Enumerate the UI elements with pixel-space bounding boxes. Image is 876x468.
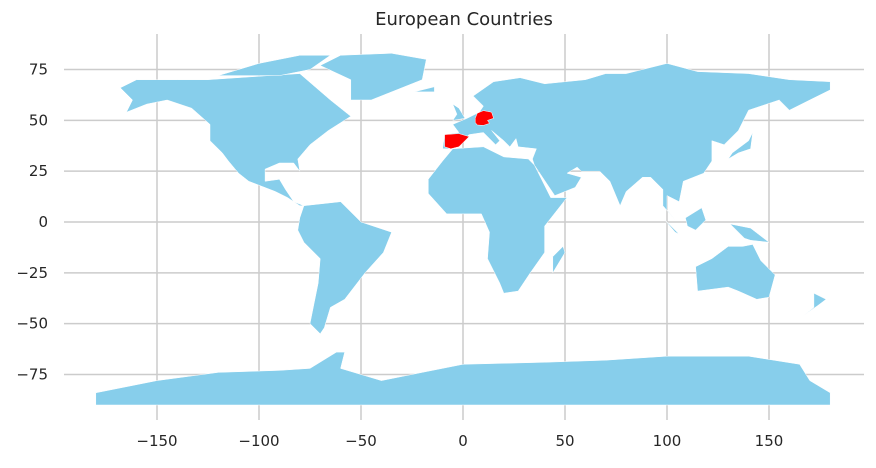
landmass-borneo xyxy=(685,207,707,231)
x-tick-label: 150 xyxy=(755,432,784,450)
y-tick-label: −25 xyxy=(16,264,48,282)
x-tick-label: −100 xyxy=(238,432,279,450)
country-germany-highlighted xyxy=(474,110,494,126)
landmass-africa xyxy=(428,146,568,294)
landmass-sumatra xyxy=(656,211,680,235)
x-tick-label: −150 xyxy=(136,432,177,450)
landmass-arctic-islands xyxy=(218,55,332,76)
landmass-north-america xyxy=(119,73,352,206)
y-tick-label: 50 xyxy=(29,111,48,129)
y-tick-label: −75 xyxy=(16,365,48,383)
landmass-new-guinea xyxy=(729,223,770,243)
landmass-south-america xyxy=(297,201,392,335)
landmass-greenland xyxy=(319,53,427,101)
landmass-japan xyxy=(727,132,753,160)
x-tick-label: 0 xyxy=(458,432,468,450)
landmass-eurasia xyxy=(442,63,831,221)
landmass-new-zealand xyxy=(803,292,827,316)
x-tick-label: −50 xyxy=(345,432,377,450)
y-tick-label: 0 xyxy=(38,213,48,231)
x-tick-label: 100 xyxy=(653,432,682,450)
landmass-britain xyxy=(452,103,466,121)
landmass-antarctica xyxy=(95,351,831,406)
y-tick-label: 75 xyxy=(29,61,48,79)
y-tick-label: −50 xyxy=(16,315,48,333)
landmass-iceland xyxy=(413,86,435,93)
x-tick-label: 50 xyxy=(555,432,574,450)
y-tick-label: 25 xyxy=(29,162,48,180)
map-title: European Countries xyxy=(375,9,553,30)
country-spain-highlighted xyxy=(444,133,470,150)
landmass-australia xyxy=(695,244,776,300)
landmass-madagascar xyxy=(552,245,566,274)
